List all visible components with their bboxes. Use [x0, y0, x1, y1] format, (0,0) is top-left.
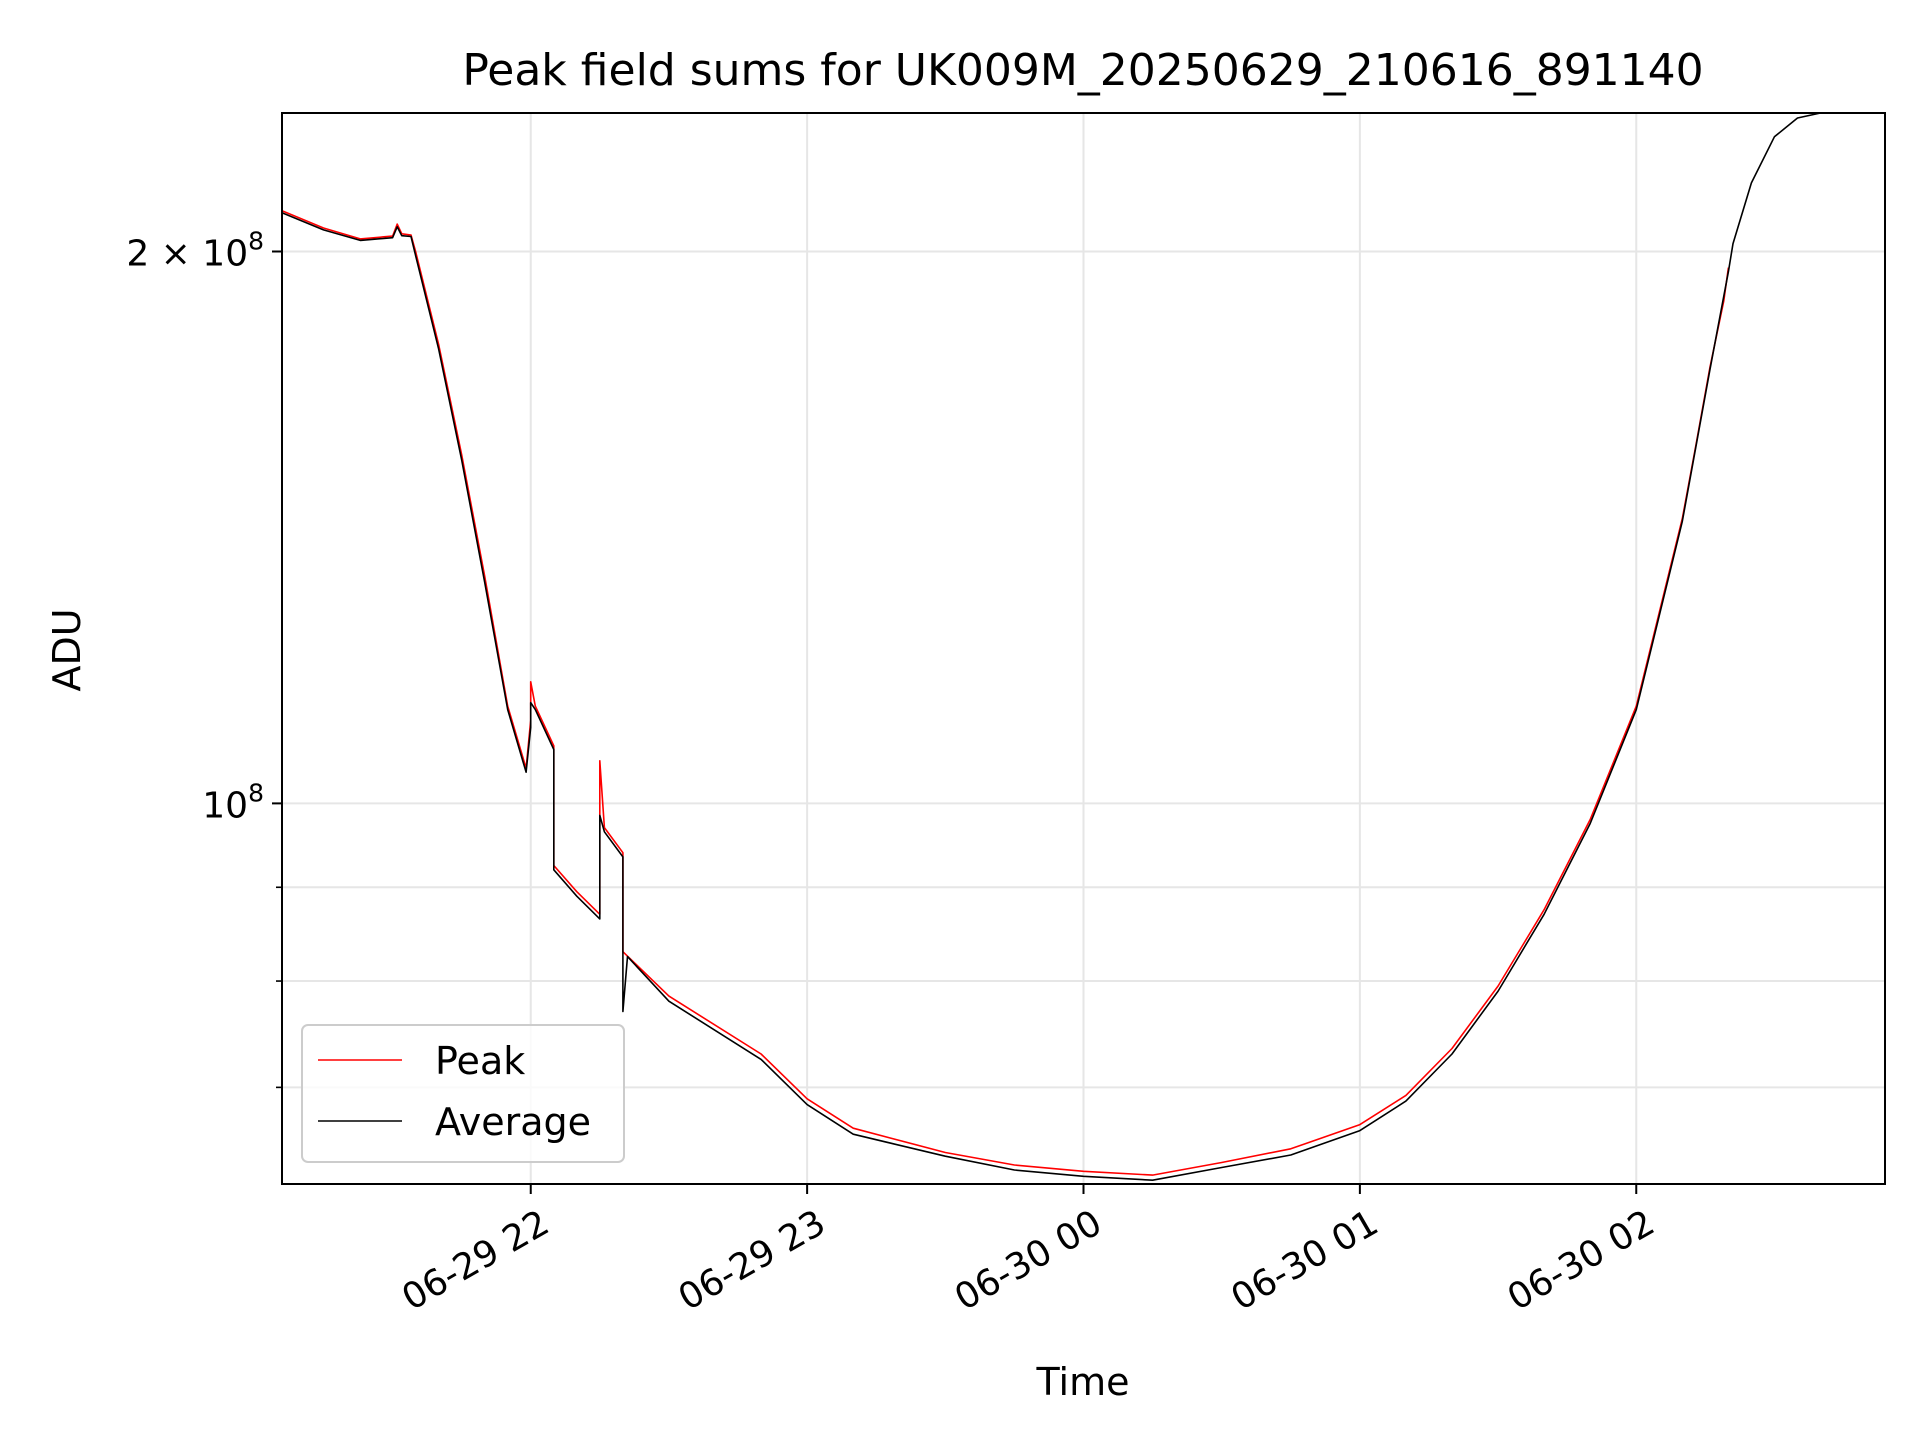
y-axis-label: ADU — [45, 608, 89, 691]
legend-average-label: Average — [435, 1100, 591, 1144]
legend-peak-label: Peak — [435, 1039, 525, 1083]
x-axis-label: Time — [1036, 1360, 1130, 1404]
legend: Peak Average — [301, 1024, 625, 1163]
y-tick-label-0: 2 × 108 — [126, 227, 264, 275]
y-tick-label-1: 108 — [202, 778, 264, 826]
series-line-average — [281, 112, 1885, 1181]
chart-title: Peak field sums for UK009M_20250629_2106… — [462, 45, 1703, 96]
plot-lines — [281, 112, 1885, 1181]
